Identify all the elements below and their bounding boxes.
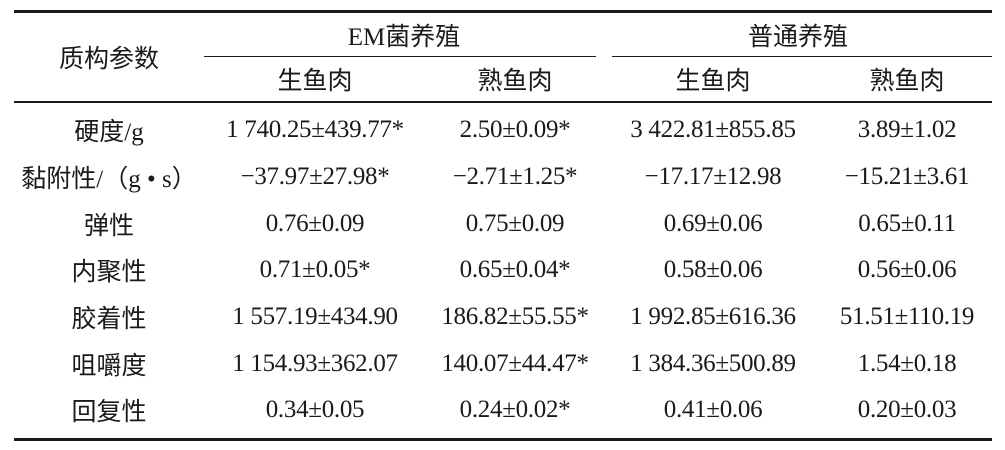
cell-value: 51.51±110.19 — [839, 303, 975, 331]
cell-value: 1 740.25±439.77* — [226, 116, 404, 144]
texture-parameters-table: 质构参数 EM菌养殖 普通养殖 生鱼肉 熟鱼肉 生鱼肉 熟鱼肉 硬度/g 1 7… — [14, 10, 993, 441]
cell-value: 0.71±0.05* — [259, 256, 371, 284]
cell-value: 1 557.19±434.90 — [232, 303, 398, 331]
subheader-em-raw: 生鱼肉 — [204, 57, 426, 103]
cell-value: 3 422.81±855.85 — [630, 116, 796, 144]
cell-value: 1 384.36±500.89 — [630, 349, 796, 377]
table-row: 咀嚼度 1 154.93±362.07 140.07±44.47* 1 384.… — [14, 340, 992, 387]
row-param-label: 回复性 — [14, 387, 204, 441]
cell-value: 0.58±0.06 — [663, 256, 763, 284]
cell-value: 0.34±0.05 — [204, 387, 426, 441]
cell-value: 1 992.85±616.36 — [630, 303, 796, 331]
cell-value: 0.76±0.09 — [265, 209, 365, 237]
cell-value: −2.71±1.25* — [452, 163, 578, 191]
cell-value: 0.75±0.09 — [465, 209, 565, 237]
cell-value: 0.24±0.02* — [426, 387, 605, 441]
row-param-label: 弹性 — [83, 212, 134, 240]
texture-table-container: 质构参数 EM菌养殖 普通养殖 生鱼肉 熟鱼肉 生鱼肉 熟鱼肉 硬度/g 1 7… — [14, 10, 993, 441]
header-group-normal: 普通养殖 — [604, 10, 993, 57]
cell-value: 0.56±0.06 — [857, 256, 957, 284]
row-param-label: 黏附性/（g • s） — [21, 166, 197, 194]
cell-value: −17.17±12.98 — [644, 163, 782, 191]
cell-value: 1.54±0.18 — [857, 349, 957, 377]
header-row-subheaders: 生鱼肉 熟鱼肉 生鱼肉 熟鱼肉 — [14, 57, 993, 103]
table-row: 弹性 0.76±0.09 0.75±0.09 0.69±0.06 0.65±0.… — [14, 200, 992, 247]
cell-value: 0.20±0.03 — [822, 387, 993, 441]
row-param-label: 硬度/g — [74, 119, 144, 147]
header-group-em: EM菌养殖 — [204, 10, 605, 57]
cell-value: 0.65±0.04* — [459, 256, 571, 284]
subheader-normal-cooked: 熟鱼肉 — [822, 57, 993, 103]
row-param-label: 咀嚼度 — [71, 352, 147, 380]
cell-value: 1 154.93±362.07 — [232, 349, 398, 377]
cell-value: −37.97±27.98* — [240, 163, 390, 191]
row-param-label: 胶着性 — [71, 306, 147, 334]
header-param-label: 质构参数 — [14, 10, 204, 103]
row-param-label: 内聚性 — [71, 259, 147, 287]
table-row: 黏附性/（g • s） −37.97±27.98* −2.71±1.25* −1… — [14, 154, 992, 201]
table-row: 硬度/g 1 740.25±439.77* 2.50±0.09* 3 422.8… — [14, 102, 992, 154]
cell-value: 0.65±0.11 — [858, 209, 956, 237]
cell-value: 186.82±55.55* — [441, 303, 589, 331]
cell-value: 0.69±0.06 — [663, 209, 763, 237]
subheader-normal-raw: 生鱼肉 — [604, 57, 823, 103]
cell-value: 2.50±0.09* — [459, 116, 571, 144]
table-row: 胶着性 1 557.19±434.90 186.82±55.55* 1 992.… — [14, 294, 992, 341]
cell-value: 140.07±44.47* — [441, 349, 589, 377]
table-row: 回复性 0.34±0.05 0.24±0.02* 0.41±0.06 0.20±… — [14, 387, 993, 441]
header-row-groups: 质构参数 EM菌养殖 普通养殖 — [14, 10, 993, 103]
table-row: 内聚性 0.71±0.05* 0.65±0.04* 0.58±0.06 0.56… — [14, 247, 992, 294]
table-body: 硬度/g 1 740.25±439.77* 2.50±0.09* 3 422.8… — [14, 102, 993, 441]
cell-value: 3.89±1.02 — [857, 116, 957, 144]
subheader-em-cooked: 熟鱼肉 — [426, 57, 605, 103]
table-header: 质构参数 EM菌养殖 普通养殖 生鱼肉 熟鱼肉 生鱼肉 熟鱼肉 — [14, 10, 993, 103]
cell-value: −15.21±3.61 — [844, 163, 970, 191]
cell-value: 0.41±0.06 — [604, 387, 823, 441]
